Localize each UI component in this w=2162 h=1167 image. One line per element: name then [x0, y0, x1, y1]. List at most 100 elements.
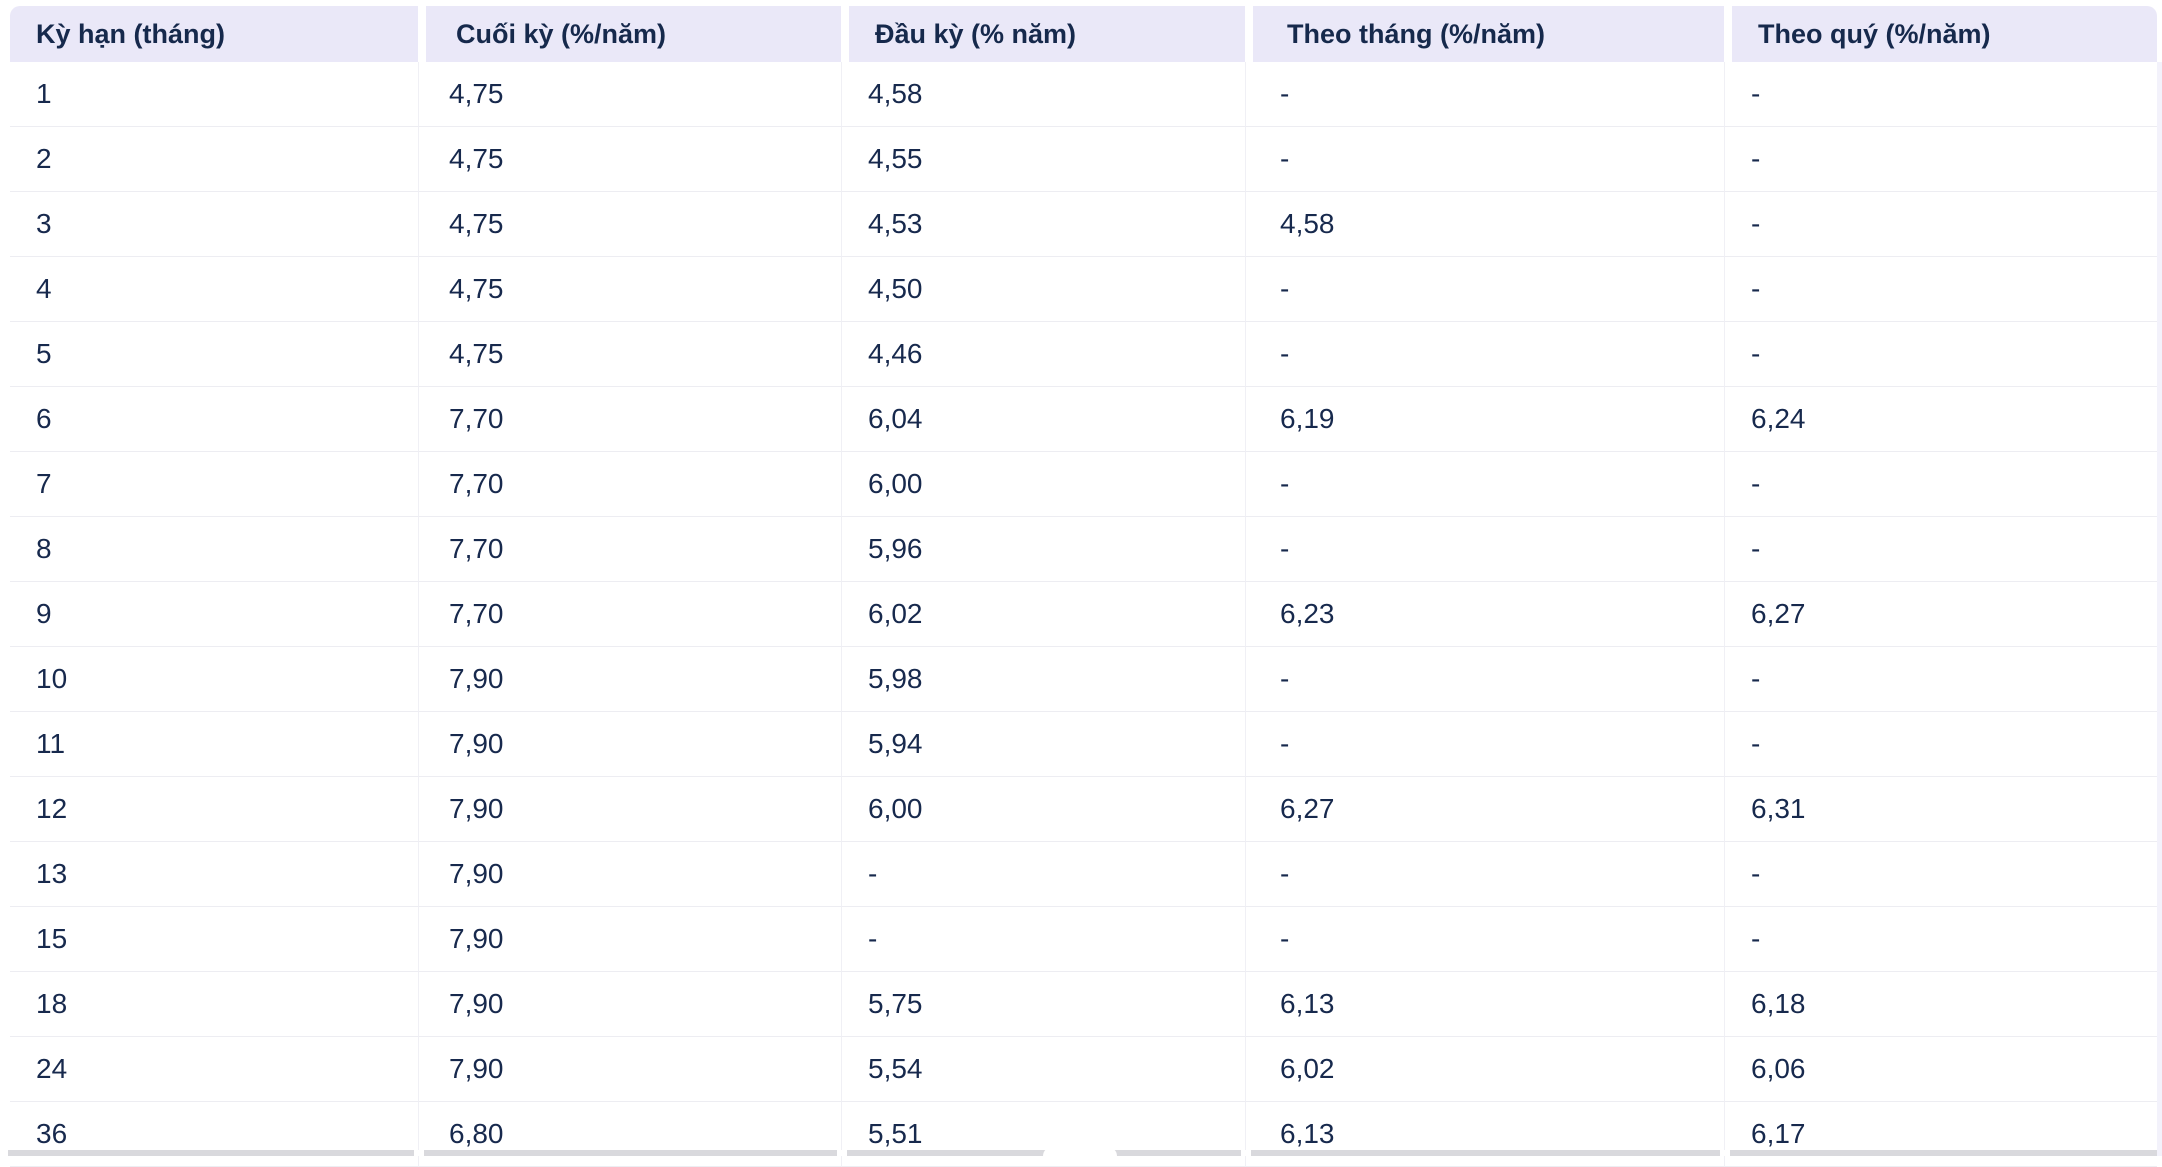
cell-begin: 5,94 — [841, 712, 1245, 777]
cell-term: 18 — [10, 972, 418, 1037]
bottom-edge-strip — [8, 1147, 2157, 1156]
cell-term: 36 — [10, 1102, 418, 1167]
cell-term: 1 — [10, 62, 418, 127]
cell-monthly: 6,13 — [1245, 1102, 1724, 1167]
cell-quarterly: - — [1724, 452, 2157, 517]
cell-term: 6 — [10, 387, 418, 452]
cell-begin: 4,53 — [841, 192, 1245, 257]
cell-begin: - — [841, 842, 1245, 907]
cell-quarterly: - — [1724, 647, 2157, 712]
cell-term: 5 — [10, 322, 418, 387]
cell-end: 7,70 — [418, 452, 841, 517]
table-row: 8 7,70 5,96- - — [10, 517, 2157, 582]
cell-term: 4 — [10, 257, 418, 322]
cell-begin: 6,02 — [841, 582, 1245, 647]
cell-monthly: - — [1245, 712, 1724, 777]
table-row: 36 6,80 5,51 6,13 6,17 — [10, 1102, 2157, 1167]
cell-monthly: 6,23 — [1245, 582, 1724, 647]
cell-quarterly: - — [1724, 62, 2157, 127]
strip-column-gap — [1241, 1150, 1251, 1156]
cell-monthly: - — [1245, 452, 1724, 517]
cell-quarterly: - — [1724, 517, 2157, 582]
cell-monthly: - — [1245, 127, 1724, 192]
table-row: 13 7,90- - - — [10, 842, 2157, 907]
cell-monthly: 6,19 — [1245, 387, 1724, 452]
cell-term: 12 — [10, 777, 418, 842]
cell-quarterly: 6,17 — [1724, 1102, 2157, 1167]
table-row: 3 4,75 4,53 4,58- — [10, 192, 2157, 257]
cell-begin: 5,51 — [841, 1102, 1245, 1167]
table-row: 12 7,90 6,00 6,27 6,31 — [10, 777, 2157, 842]
cell-end: 7,90 — [418, 1037, 841, 1102]
table-row: 11 7,90 5,94- - — [10, 712, 2157, 777]
column-header-end: Cuối kỳ (%/năm) — [418, 6, 841, 62]
cell-begin: 4,46 — [841, 322, 1245, 387]
cell-term: 13 — [10, 842, 418, 907]
cell-end: 6,80 — [418, 1102, 841, 1167]
column-header-monthly: Theo tháng (%/năm) — [1245, 6, 1724, 62]
cell-monthly: - — [1245, 842, 1724, 907]
column-header-quarterly: Theo quý (%/năm) — [1724, 6, 2157, 62]
column-header-begin: Đầu kỳ (% năm) — [841, 6, 1245, 62]
cell-monthly: - — [1245, 647, 1724, 712]
table-row: 4 4,75 4,50- - — [10, 257, 2157, 322]
cell-quarterly: - — [1724, 322, 2157, 387]
table-header-row: Kỳ hạn (tháng) Cuối kỳ (%/năm) Đầu kỳ (%… — [10, 6, 2157, 62]
cell-term: 10 — [10, 647, 418, 712]
cell-begin: 4,50 — [841, 257, 1245, 322]
cell-quarterly: - — [1724, 257, 2157, 322]
cell-monthly: - — [1245, 257, 1724, 322]
right-edge-track — [2157, 62, 2162, 1156]
cell-monthly: 6,02 — [1245, 1037, 1724, 1102]
strip-column-gap — [837, 1150, 847, 1156]
cell-end: 4,75 — [418, 127, 841, 192]
cell-begin: 5,75 — [841, 972, 1245, 1037]
cell-quarterly: - — [1724, 712, 2157, 777]
column-header-term: Kỳ hạn (tháng) — [10, 6, 418, 62]
cell-end: 7,70 — [418, 582, 841, 647]
cell-end: 4,75 — [418, 257, 841, 322]
cell-term: 9 — [10, 582, 418, 647]
cell-begin: 6,00 — [841, 777, 1245, 842]
cell-quarterly: 6,27 — [1724, 582, 2157, 647]
cell-quarterly: 6,18 — [1724, 972, 2157, 1037]
cell-end: 7,90 — [418, 647, 841, 712]
cell-begin: 5,54 — [841, 1037, 1245, 1102]
table-row: 6 7,70 6,04 6,19 6,24 — [10, 387, 2157, 452]
cell-term: 11 — [10, 712, 418, 777]
cell-quarterly: - — [1724, 842, 2157, 907]
table-row: 10 7,90 5,98- - — [10, 647, 2157, 712]
cell-begin: 6,04 — [841, 387, 1245, 452]
cell-quarterly: - — [1724, 127, 2157, 192]
cell-monthly: - — [1245, 322, 1724, 387]
cell-begin: - — [841, 907, 1245, 972]
cell-term: 2 — [10, 127, 418, 192]
table-row: 7 7,70 6,00- - — [10, 452, 2157, 517]
interest-rate-table: Kỳ hạn (tháng) Cuối kỳ (%/năm) Đầu kỳ (%… — [10, 6, 2157, 1167]
cell-term: 8 — [10, 517, 418, 582]
cell-begin: 5,98 — [841, 647, 1245, 712]
table-row: 9 7,70 6,02 6,23 6,27 — [10, 582, 2157, 647]
cell-end: 7,90 — [418, 712, 841, 777]
scroll-notch — [1043, 1147, 1117, 1156]
table-row: 15 7,90- - - — [10, 907, 2157, 972]
strip-column-gap — [1720, 1150, 1730, 1156]
cell-begin: 6,00 — [841, 452, 1245, 517]
cell-end: 7,90 — [418, 842, 841, 907]
table-row: 18 7,90 5,75 6,13 6,18 — [10, 972, 2157, 1037]
table-row: 1 4,75 4,58- - — [10, 62, 2157, 127]
table-row: 24 7,90 5,54 6,02 6,06 — [10, 1037, 2157, 1102]
table-row: 5 4,75 4,46- - — [10, 322, 2157, 387]
cell-end: 7,90 — [418, 907, 841, 972]
cell-end: 7,90 — [418, 972, 841, 1037]
cell-begin: 5,96 — [841, 517, 1245, 582]
cell-quarterly: - — [1724, 907, 2157, 972]
strip-column-gap — [414, 1150, 424, 1156]
cell-quarterly: 6,31 — [1724, 777, 2157, 842]
cell-monthly: 6,27 — [1245, 777, 1724, 842]
cell-begin: 4,58 — [841, 62, 1245, 127]
cell-end: 4,75 — [418, 62, 841, 127]
cell-quarterly: - — [1724, 192, 2157, 257]
cell-quarterly: 6,24 — [1724, 387, 2157, 452]
cell-quarterly: 6,06 — [1724, 1037, 2157, 1102]
